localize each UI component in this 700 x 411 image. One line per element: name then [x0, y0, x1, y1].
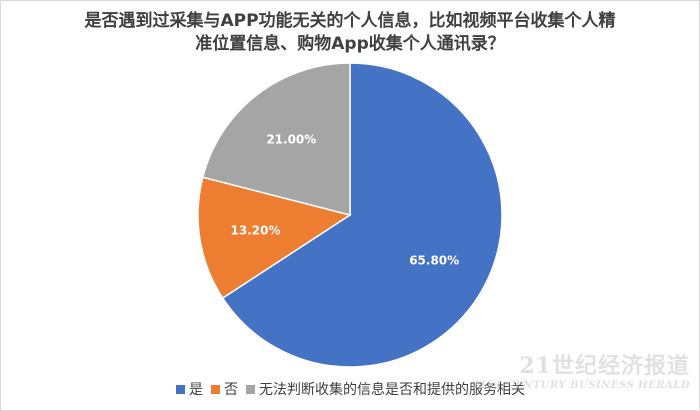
legend-item-no: 否: [211, 379, 238, 399]
pie-label-no: 13.20%: [231, 224, 281, 238]
pie-slice-unsure: [201, 62, 351, 216]
chart-title-line-1: 是否遇到过采集与APP功能无关的个人信息，比如视频平台收集个人精: [84, 11, 616, 31]
watermark-logo: 21世纪经济报道 21ST CENTURY BUSINESS HERALD: [472, 348, 690, 391]
chart-title-line-2: 准位置信息、购物App收集个人通讯录？: [195, 34, 505, 54]
pie-slices: [197, 62, 503, 368]
pie-label-yes: 65.80%: [409, 254, 459, 268]
legend-swatch-yes: [176, 384, 185, 394]
chart-title: 是否遇到过采集与APP功能无关的个人信息，比如视频平台收集个人精 准位置信息、购…: [60, 10, 640, 56]
legend-item-unsure: 无法判断收集的信息是否和提供的服务相关: [246, 379, 525, 399]
legend-item-yes: 是: [176, 379, 203, 399]
watermark-sub-text: 21ST CENTURY BUSINESS HERALD: [472, 380, 690, 391]
legend-label-no: 否: [224, 382, 238, 398]
legend-swatch-no: [211, 384, 220, 394]
pie-data-labels: 65.80% 13.20% 21.00%: [231, 132, 460, 267]
pie-label-unsure: 21.00%: [266, 132, 316, 146]
legend-swatch-unsure: [246, 384, 255, 394]
legend-label-yes: 是: [189, 382, 203, 398]
chart-legend: 是 否 无法判断收集的信息是否和提供的服务相关: [176, 379, 533, 399]
legend-label-unsure: 无法判断收集的信息是否和提供的服务相关: [259, 382, 525, 398]
pie-slice-no: [197, 176, 352, 300]
watermark-main-text: 21世纪经济报道: [519, 353, 690, 379]
pie-slice-yes: [221, 62, 503, 368]
